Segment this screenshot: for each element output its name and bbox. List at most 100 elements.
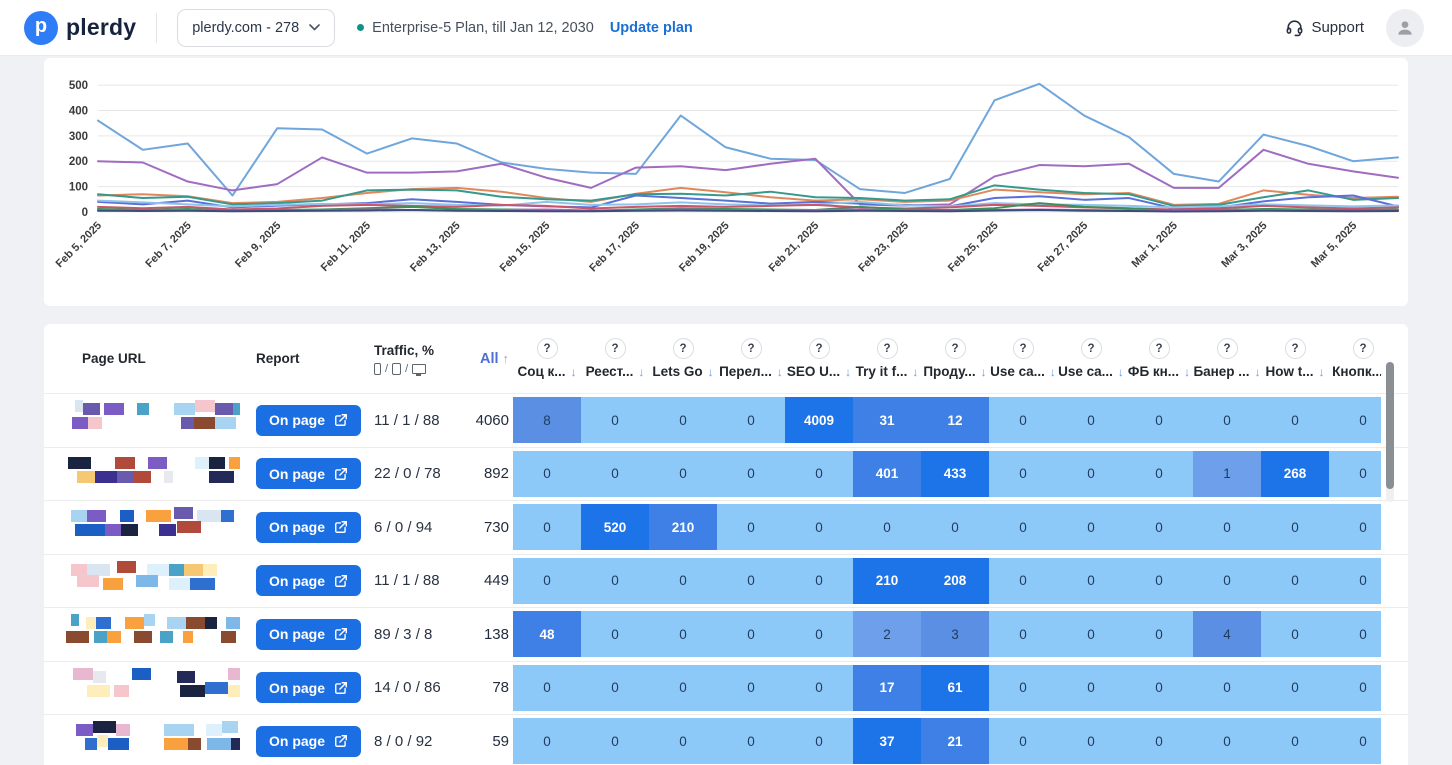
heatmap-cell-10[interactable]: 0	[1193, 557, 1261, 604]
heatmap-cell-4[interactable]: 0	[785, 504, 853, 551]
heatmap-cell-4[interactable]: 0	[785, 450, 853, 497]
update-plan-link[interactable]: Update plan	[609, 19, 693, 36]
heatmap-cell-8[interactable]: 0	[1057, 504, 1125, 551]
series-teal[interactable]	[97, 184, 1399, 207]
event-column-header-8[interactable]: ? Use ca... ↓	[1057, 338, 1125, 379]
help-icon[interactable]: ?	[1012, 338, 1034, 359]
heatmap-cell-4[interactable]: 0	[785, 557, 853, 604]
heatmap-cell-10[interactable]: 4	[1193, 611, 1261, 658]
heatmap-cell-7[interactable]: 0	[989, 397, 1057, 444]
heatmap-cell-12[interactable]: 0	[1329, 718, 1381, 765]
heatmap-cell-12[interactable]: 0	[1329, 450, 1381, 497]
heatmap-cell-4[interactable]: 0	[785, 664, 853, 711]
help-icon[interactable]: ?	[672, 338, 694, 359]
heatmap-cell-1[interactable]: 0	[581, 664, 649, 711]
heatmap-cell-5[interactable]: 2	[853, 611, 921, 658]
heatmap-cell-12[interactable]: 0	[1329, 611, 1381, 658]
help-icon[interactable]: ?	[536, 338, 558, 359]
event-column-header-1[interactable]: ? Реест... ↓	[581, 338, 649, 379]
heatmap-cell-2[interactable]: 0	[649, 611, 717, 658]
heatmap-cell-11[interactable]: 268	[1261, 450, 1329, 497]
heatmap-cell-9[interactable]: 0	[1125, 557, 1193, 604]
on-page-button[interactable]: On page	[256, 672, 362, 704]
series-orange[interactable]	[97, 186, 1399, 206]
event-column-header-11[interactable]: ? How t... ↓	[1261, 338, 1329, 379]
event-column-header-5[interactable]: ? Try it f... ↓	[853, 338, 921, 379]
heatmap-cell-5[interactable]: 0	[853, 504, 921, 551]
heatmap-cell-4[interactable]: 0	[785, 718, 853, 765]
heatmap-cell-12[interactable]: 0	[1329, 557, 1381, 604]
on-page-button[interactable]: On page	[256, 458, 362, 490]
heatmap-cell-0[interactable]: 0	[513, 718, 581, 765]
heatmap-cell-6[interactable]: 3	[921, 611, 989, 658]
heatmap-cell-11[interactable]: 0	[1261, 397, 1329, 444]
on-page-button[interactable]: On page	[256, 725, 362, 757]
help-icon[interactable]: ?	[808, 338, 830, 359]
heatmap-cell-11[interactable]: 0	[1261, 718, 1329, 765]
heatmap-cell-3[interactable]: 0	[717, 557, 785, 604]
heatmap-cell-11[interactable]: 0	[1261, 504, 1329, 551]
event-column-header-9[interactable]: ? ФБ кн... ↓	[1125, 338, 1193, 379]
series-navy[interactable]	[97, 208, 1399, 213]
on-page-button[interactable]: On page	[256, 618, 362, 650]
heatmap-cell-5[interactable]: 31	[853, 397, 921, 444]
on-page-button[interactable]: On page	[256, 404, 362, 436]
heatmap-cell-4[interactable]: 0	[785, 611, 853, 658]
sort-down-icon[interactable]: ↓	[1049, 364, 1056, 379]
on-page-button[interactable]: On page	[256, 565, 362, 597]
support-button[interactable]: Support	[1285, 18, 1364, 37]
heatmap-cell-1[interactable]: 0	[581, 718, 649, 765]
heatmap-cell-7[interactable]: 0	[989, 718, 1057, 765]
column-header-all[interactable]: All ↑	[461, 351, 509, 367]
domain-selector[interactable]: plerdy.com - 278	[177, 8, 336, 47]
heatmap-cell-7[interactable]: 0	[989, 557, 1057, 604]
sort-down-icon[interactable]: ↓	[912, 364, 919, 379]
page-url-cell[interactable]	[44, 506, 256, 548]
heatmap-cell-12[interactable]: 0	[1329, 664, 1381, 711]
sort-down-icon[interactable]: ↓	[707, 364, 714, 379]
heatmap-cell-12[interactable]: 0	[1329, 397, 1381, 444]
heatmap-cell-9[interactable]: 0	[1125, 664, 1193, 711]
column-header-traffic[interactable]: Traffic, % / /	[374, 343, 461, 376]
column-header-report[interactable]: Report	[256, 351, 300, 366]
heatmap-cell-1[interactable]: 0	[581, 397, 649, 444]
heatmap-cell-0[interactable]: 0	[513, 450, 581, 497]
sort-down-icon[interactable]: ↓	[1184, 364, 1191, 379]
heatmap-cell-9[interactable]: 0	[1125, 450, 1193, 497]
heatmap-cell-8[interactable]: 0	[1057, 611, 1125, 658]
user-avatar[interactable]	[1386, 8, 1424, 47]
heatmap-cell-8[interactable]: 0	[1057, 557, 1125, 604]
event-column-header-0[interactable]: ? Соц к... ↓	[513, 338, 581, 379]
heatmap-cell-1[interactable]: 0	[581, 611, 649, 658]
heatmap-cell-8[interactable]: 0	[1057, 397, 1125, 444]
help-icon[interactable]: ?	[1352, 338, 1374, 359]
heatmap-cell-3[interactable]: 0	[717, 664, 785, 711]
event-column-header-6[interactable]: ? Проду... ↓	[921, 338, 989, 379]
heatmap-cell-7[interactable]: 0	[989, 611, 1057, 658]
help-icon[interactable]: ?	[604, 338, 626, 359]
sort-down-icon[interactable]: ↓	[980, 364, 987, 379]
heatmap-cell-8[interactable]: 0	[1057, 718, 1125, 765]
heatmap-cell-3[interactable]: 0	[717, 611, 785, 658]
heatmap-cell-8[interactable]: 0	[1057, 450, 1125, 497]
page-url-cell[interactable]	[44, 560, 256, 602]
heatmap-cell-10[interactable]: 0	[1193, 664, 1261, 711]
heatmap-cell-3[interactable]: 0	[717, 718, 785, 765]
heatmap-cell-5[interactable]: 210	[853, 557, 921, 604]
help-icon[interactable]: ?	[1216, 338, 1238, 359]
heatmap-cell-1[interactable]: 0	[581, 450, 649, 497]
heatmap-cell-10[interactable]: 0	[1193, 504, 1261, 551]
heatmap-cell-2[interactable]: 0	[649, 718, 717, 765]
page-url-cell[interactable]	[44, 399, 256, 441]
heatmap-cell-1[interactable]: 520	[581, 504, 649, 551]
sort-down-icon[interactable]: ↓	[570, 364, 577, 379]
heatmap-cell-10[interactable]: 1	[1193, 450, 1261, 497]
heatmap-cell-7[interactable]: 0	[989, 450, 1057, 497]
page-url-cell[interactable]	[44, 667, 256, 709]
event-column-header-2[interactable]: ? Lets Go ↓	[649, 338, 717, 379]
heatmap-cell-0[interactable]: 8	[513, 397, 581, 444]
heatmap-cell-9[interactable]: 0	[1125, 504, 1193, 551]
heatmap-cell-5[interactable]: 17	[853, 664, 921, 711]
help-icon[interactable]: ?	[944, 338, 966, 359]
help-icon[interactable]: ?	[1284, 338, 1306, 359]
